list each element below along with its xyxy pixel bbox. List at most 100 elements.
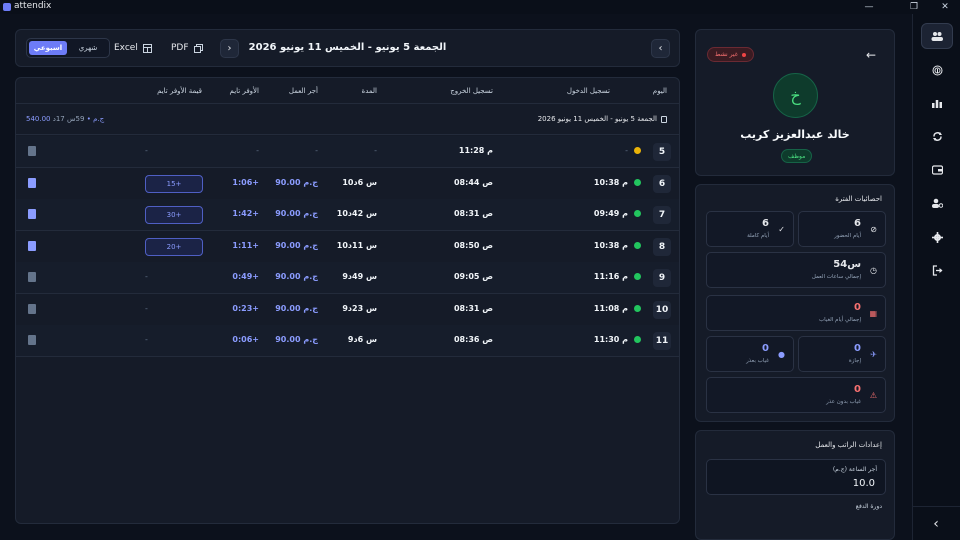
check-in-cell: 11:08 م (594, 304, 641, 313)
check-in-value: 10:38 م (593, 240, 628, 250)
reports-nav-button[interactable] (921, 90, 953, 116)
duration-cell: 9س 23د (342, 303, 377, 313)
export-excel-button[interactable]: Excel (114, 43, 152, 53)
users-icon (931, 32, 943, 41)
work-pay-cell: 90.00 ج.م (275, 303, 318, 313)
wallet-nav-button[interactable] (921, 157, 953, 183)
table-row[interactable]: 6 10:38 م 08:44 ص 10س 6د 90.00 ج.م 1:06+ 15+ (16, 168, 679, 200)
check-in-value: 11:16 م (593, 272, 628, 281)
previous-week-button[interactable]: ‹ (651, 39, 670, 58)
col-overtime-value: قيمة الأوفر تايم (157, 87, 202, 95)
role-badge: موظف (781, 149, 813, 163)
status-badge-text: غير نشط (715, 51, 738, 58)
bar-chart-icon (932, 100, 942, 108)
collapse-sidebar-button[interactable]: ‹ (912, 506, 960, 540)
hourly-rate-label: أجر الساعة (ج.م) (832, 466, 877, 473)
table-row[interactable]: 7 09:49 م 08:31 ص 10س 42د 90.00 ج.م 1:42+ 30+ (16, 199, 679, 231)
check-badge-icon: ● (778, 350, 785, 359)
weekly-view-tab[interactable]: اسبوعي (29, 41, 67, 55)
document-icon[interactable] (28, 272, 36, 282)
table-icon (142, 43, 152, 53)
stat-leave: 0 إجازة ✈ (798, 336, 886, 372)
check-status-icon (634, 273, 641, 280)
overtime-value-cell: - (145, 303, 148, 313)
next-week-button[interactable]: › (220, 39, 239, 58)
overtime-cell: - (256, 146, 259, 155)
salary-settings-card: إعدادات الراتب والعمل أجر الساعة (ج.م) 1… (695, 430, 895, 540)
table-row[interactable]: 10 11:08 م 08:31 ص 9س 23د 90.00 ج.م 0:23+ - (16, 294, 679, 326)
overtime-value-badge[interactable]: 20+ (145, 237, 203, 256)
table-header: اليوم تسجيل الدخول تسجيل الخروج المدة أج… (16, 78, 679, 104)
col-duration: المدة (361, 87, 377, 95)
table-row[interactable]: 5 - 11:28 م - - - - (16, 136, 679, 168)
settings-nav-button[interactable] (921, 224, 953, 250)
employees-nav-button[interactable] (921, 23, 953, 49)
view-toggle: اسبوعي شهري (26, 38, 110, 58)
duration-cell: 10س 6د (342, 177, 377, 187)
overtime-cell: 1:06+ (232, 177, 259, 187)
fingerprint-icon (932, 65, 942, 75)
day-number: 11 (653, 332, 671, 350)
range-summary-separator: • (86, 115, 91, 123)
fingerprint-nav-button[interactable] (921, 57, 953, 83)
copy-document-icon (193, 43, 203, 53)
minimize-button[interactable]: — (864, 2, 874, 12)
overtime-value-badge[interactable]: 30+ (145, 206, 203, 224)
close-window-button[interactable]: ✕ (941, 2, 949, 12)
check-status-icon (634, 241, 641, 249)
hourly-rate-field[interactable]: أجر الساعة (ج.م) 10.0 (706, 459, 886, 495)
work-pay-cell: 90.00 ج.م (275, 272, 318, 281)
stat-absence-days: 0 إجمالي أيام الغياب ▦ (706, 295, 886, 331)
check-in-cell: 09:49 م (594, 209, 641, 218)
range-summary-row: الجمعة 5 يونيو - الخميس 11 يونيو 2026 54… (16, 105, 679, 135)
stat-attendance-days: 6 أيام الحضور ⊘ (798, 211, 886, 247)
logout-nav-button[interactable] (921, 257, 953, 283)
attendance-table: اليوم تسجيل الدخول تسجيل الخروج المدة أج… (15, 77, 680, 524)
sync-nav-button[interactable] (921, 123, 953, 149)
partial-status-icon (634, 147, 641, 154)
day-number: 5 (653, 143, 671, 161)
side-nav: ‹ (912, 14, 960, 540)
period-stats-card: احصائيات الفترة 6 أيام الحضور ⊘ 6 أيام ك… (695, 184, 895, 422)
col-check-out: تسجيل الخروج (450, 87, 493, 95)
col-day: اليوم (652, 87, 667, 95)
gear-icon (931, 231, 943, 243)
export-pdf-button[interactable]: PDF (171, 43, 203, 53)
document-icon[interactable] (28, 209, 36, 219)
hourly-rate-value[interactable]: 10.0 (852, 478, 875, 489)
document-icon[interactable] (28, 240, 36, 251)
day-number: 10 (653, 300, 671, 319)
range-summary: 540.00 ج.م • 59س 17د (26, 115, 104, 123)
chevron-left-icon: ‹ (933, 515, 939, 532)
overtime-value-cell: - (145, 146, 148, 155)
avatar: خ (773, 73, 818, 118)
stat-label: غياب بدون عذر (826, 399, 861, 405)
check-out-cell: 08:50 ص (453, 240, 493, 250)
back-arrow-icon[interactable]: ← (865, 48, 876, 62)
stat-work-hours: 54س إجمالي ساعات العمل ◷ (706, 252, 886, 288)
logout-icon (932, 264, 942, 276)
employee-name: خالد عبدالعزيز كريب (740, 128, 850, 141)
check-in-value: 11:30 م (593, 335, 628, 344)
document-icon[interactable] (28, 177, 36, 188)
stat-label: إجازة (848, 358, 861, 364)
overtime-value-badge[interactable]: 15+ (145, 174, 203, 193)
document-icon[interactable] (28, 146, 36, 156)
stat-value: 6 (854, 218, 861, 229)
duration-cell: 10س 11د (336, 240, 377, 250)
duration-cell: - (374, 146, 377, 155)
check-out-cell: 08:44 ص (453, 177, 493, 187)
table-row[interactable]: 9 11:16 م 09:05 ص 9س 49د 90.00 ج.م 0:49+ - (16, 262, 679, 294)
col-overtime: الأوفر تايم (229, 87, 259, 95)
maximize-button[interactable]: ❐ (909, 2, 919, 12)
user-settings-nav-button[interactable] (921, 190, 953, 216)
stat-label: أيام كاملة (747, 233, 769, 239)
table-row[interactable]: 11 11:30 م 08:36 ص 9س 6د 90.00 ج.م 0:06+ - (16, 325, 679, 357)
document-icon[interactable] (28, 335, 36, 345)
check-in-value: 09:49 م (593, 209, 628, 218)
monthly-view-tab[interactable]: شهري (78, 44, 98, 52)
stat-value: 6 (762, 218, 769, 229)
table-row[interactable]: 8 10:38 م 08:50 ص 10س 11د 90.00 ج.م 1:11+ 20+ (16, 231, 679, 263)
check-out-cell: 08:31 ص (453, 209, 493, 218)
document-icon[interactable] (28, 303, 36, 314)
